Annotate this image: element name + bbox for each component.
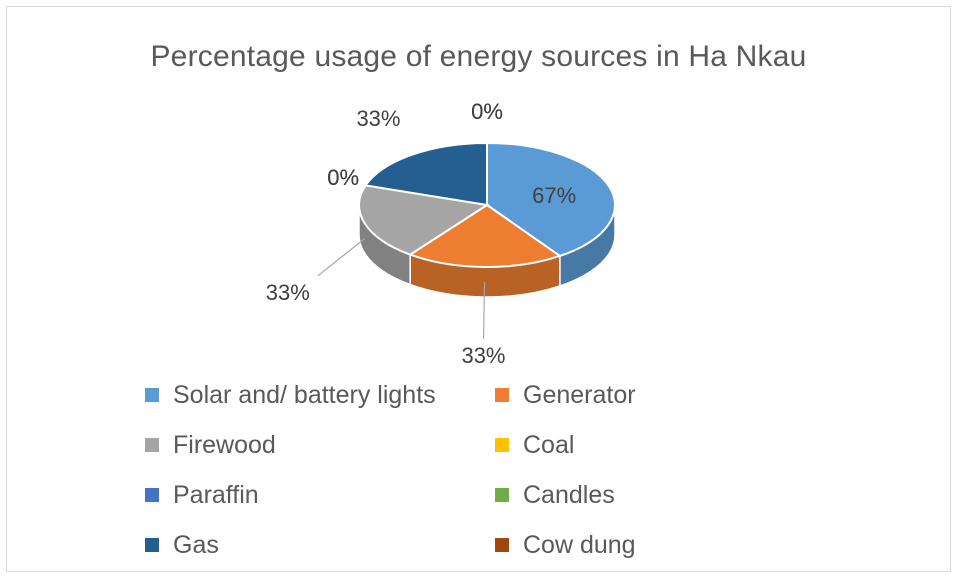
data-label: 33% bbox=[356, 106, 400, 131]
pie-slice-gas bbox=[363, 141, 488, 207]
legend-item-candles: Candles bbox=[495, 470, 755, 520]
legend: Solar and/ battery lights Generator Fire… bbox=[145, 370, 755, 570]
legend-swatch bbox=[145, 488, 159, 502]
leader-line bbox=[482, 281, 486, 339]
chart-title: Percentage usage of energy sources in Ha… bbox=[150, 40, 807, 73]
legend-swatch bbox=[145, 438, 159, 452]
legend-swatch bbox=[495, 388, 509, 402]
legend-label: Solar and/ battery lights bbox=[173, 380, 436, 409]
legend-item-generator: Generator bbox=[495, 370, 755, 420]
pie-slice-firewood bbox=[358, 184, 490, 256]
pie-slice-generator bbox=[407, 203, 563, 268]
legend-swatch bbox=[495, 438, 509, 452]
data-label: 67% bbox=[532, 183, 576, 208]
data-label: 0% bbox=[471, 99, 503, 124]
legend-label: Coal bbox=[523, 430, 575, 459]
legend-label: Firewood bbox=[173, 430, 276, 459]
legend-item-paraffin: Paraffin bbox=[145, 470, 495, 520]
legend-label: Gas bbox=[173, 530, 219, 559]
legend-item-solar: Solar and/ battery lights bbox=[145, 370, 495, 420]
legend-item-cow-dung: Cow dung bbox=[495, 520, 755, 570]
data-label: 0% bbox=[471, 99, 503, 124]
data-label: 33% bbox=[461, 343, 505, 368]
legend-swatch bbox=[495, 538, 509, 552]
legend-label: Cow dung bbox=[523, 530, 636, 559]
legend-item-coal: Coal bbox=[495, 420, 755, 470]
legend-label: Paraffin bbox=[173, 480, 259, 509]
legend-item-firewood: Firewood bbox=[145, 420, 495, 470]
legend-item-gas: Gas bbox=[145, 520, 495, 570]
legend-swatch bbox=[145, 538, 159, 552]
legend-swatch bbox=[145, 388, 159, 402]
legend-label: Generator bbox=[523, 380, 636, 409]
data-label: 0% bbox=[327, 165, 359, 190]
pie-slice-solar-and-battery-lights bbox=[486, 141, 616, 258]
legend-label: Candles bbox=[523, 480, 615, 509]
data-label: 33% bbox=[266, 280, 310, 305]
leader-line bbox=[317, 238, 366, 277]
legend-swatch bbox=[495, 488, 509, 502]
data-label: 0% bbox=[327, 165, 359, 190]
